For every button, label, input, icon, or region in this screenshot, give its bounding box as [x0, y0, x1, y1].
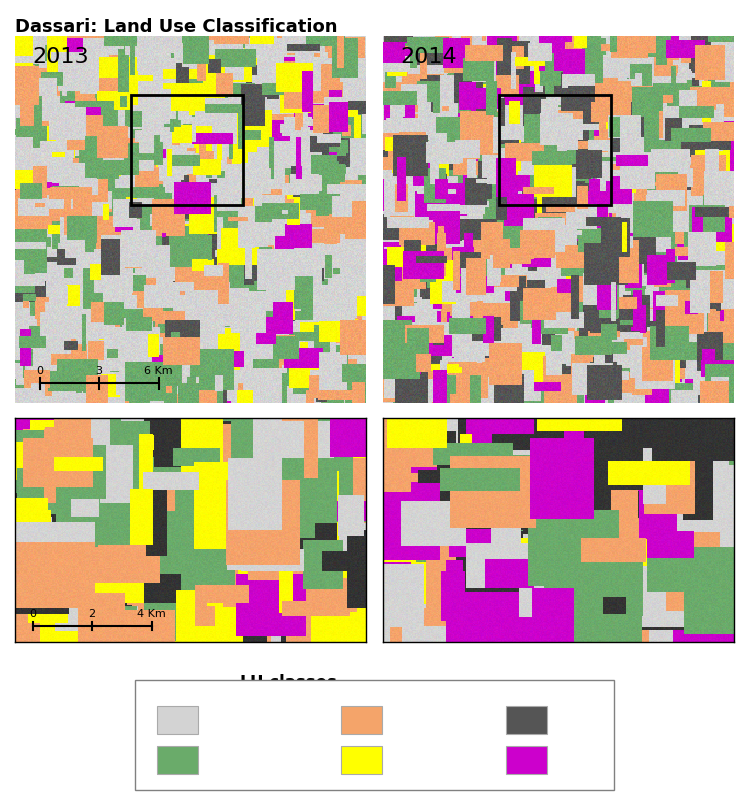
Text: Dassari: Land Use Classification: Dassari: Land Use Classification [15, 18, 338, 35]
Text: 3: 3 [96, 366, 103, 376]
Text: 2014: 2014 [401, 47, 458, 67]
Text: 0: 0 [36, 366, 43, 376]
Text: Yam: Yam [556, 754, 581, 766]
Text: Cereals: Cereals [391, 714, 438, 726]
Text: 2013: 2013 [32, 47, 89, 67]
Text: 6 Km: 6 Km [145, 366, 173, 376]
Bar [499, 94, 611, 205]
Text: Cotton: Cotton [556, 714, 598, 726]
Text: 4 Km: 4 Km [137, 610, 166, 619]
Text: Natural Veg. & Bare: Natural Veg. & Bare [207, 754, 332, 766]
Bar [131, 94, 243, 205]
Text: LU classes: LU classes [240, 674, 336, 691]
Text: 2: 2 [88, 610, 96, 619]
Text: Not cultivated: Not cultivated [207, 714, 296, 726]
Text: 0: 0 [29, 610, 36, 619]
Text: Rice: Rice [391, 754, 418, 766]
